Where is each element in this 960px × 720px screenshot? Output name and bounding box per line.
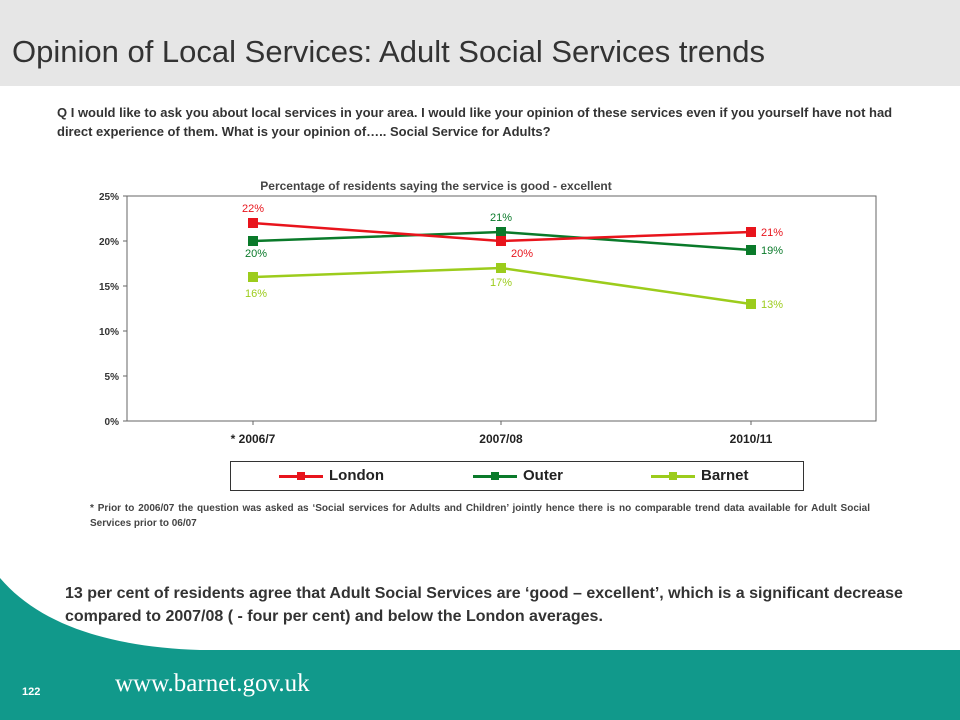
data-label-outer: 21% bbox=[490, 212, 512, 224]
data-label-london: 22% bbox=[242, 203, 264, 215]
legend-item-london: London bbox=[279, 462, 384, 489]
y-axis: 0% 5% 10% 15% 20% 25% bbox=[99, 192, 127, 428]
title-bar bbox=[0, 0, 960, 86]
data-label-barnet: 13% bbox=[761, 299, 783, 311]
data-point-barnet bbox=[746, 299, 756, 309]
chart-legend: London Outer Barnet bbox=[230, 461, 804, 491]
bottom-teal-band bbox=[0, 578, 960, 720]
page-title: Opinion of Local Services: Adult Social … bbox=[12, 34, 765, 69]
x-tick-label: 2010/11 bbox=[730, 432, 773, 446]
series-group: 16% 17% 13% 20% 21% 19% 22% 20% 21% bbox=[242, 203, 783, 311]
y-tick-label: 10% bbox=[99, 327, 119, 338]
data-label-london: 21% bbox=[761, 227, 783, 239]
data-label-london: 20% bbox=[511, 248, 533, 260]
question-text: Q I would like to ask you about local se… bbox=[57, 105, 893, 139]
data-point-london bbox=[248, 218, 258, 228]
footnote: * Prior to 2006/07 the question was aske… bbox=[90, 503, 870, 529]
chart-title: Percentage of residents saying the servi… bbox=[260, 179, 611, 193]
data-point-outer bbox=[496, 227, 506, 237]
x-axis: * 2006/7 2007/08 2010/11 bbox=[231, 421, 773, 446]
x-tick-label: * 2006/7 bbox=[231, 432, 276, 446]
data-point-outer bbox=[248, 236, 258, 246]
data-label-barnet: 17% bbox=[490, 277, 512, 289]
data-point-london bbox=[746, 227, 756, 237]
legend-label-barnet: Barnet bbox=[701, 467, 749, 484]
legend-label-london: London bbox=[329, 467, 384, 484]
data-label-barnet: 16% bbox=[245, 288, 267, 300]
data-label-outer: 19% bbox=[761, 245, 783, 257]
x-tick-label: 2007/08 bbox=[479, 432, 523, 446]
legend-swatch-london bbox=[279, 467, 323, 485]
website-url[interactable]: www.barnet.gov.uk bbox=[115, 670, 310, 697]
data-point-barnet bbox=[248, 272, 258, 282]
data-point-outer bbox=[746, 245, 756, 255]
legend-swatch-barnet bbox=[651, 467, 695, 485]
legend-swatch-outer bbox=[473, 467, 517, 485]
legend-label-outer: Outer bbox=[523, 467, 564, 484]
y-tick-label: 5% bbox=[105, 372, 120, 383]
y-tick-label: 20% bbox=[99, 237, 119, 248]
legend-item-barnet: Barnet bbox=[651, 462, 749, 489]
data-label-outer: 20% bbox=[245, 248, 267, 260]
y-tick-label: 15% bbox=[99, 282, 119, 293]
data-point-barnet bbox=[496, 263, 506, 273]
legend-item-outer: Outer bbox=[473, 462, 563, 489]
summary-text: 13 per cent of residents agree that Adul… bbox=[65, 585, 903, 625]
y-tick-label: 0% bbox=[105, 417, 120, 428]
y-tick-label: 25% bbox=[99, 192, 119, 203]
data-point-london bbox=[496, 236, 506, 246]
page-number: 122 bbox=[22, 686, 41, 698]
